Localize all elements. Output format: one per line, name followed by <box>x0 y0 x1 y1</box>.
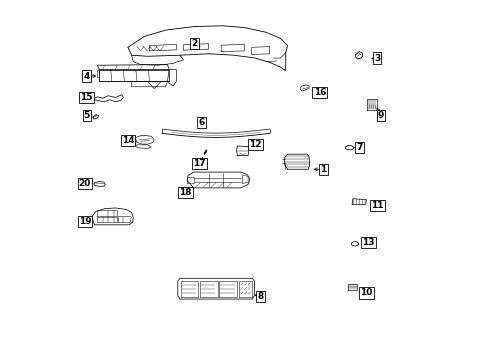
Text: 2: 2 <box>191 39 197 48</box>
Text: 14: 14 <box>122 136 134 145</box>
Text: 1: 1 <box>320 165 326 174</box>
Text: 16: 16 <box>313 87 325 96</box>
Text: 11: 11 <box>370 201 383 210</box>
Text: 13: 13 <box>361 238 374 247</box>
Text: 6: 6 <box>198 118 204 127</box>
Text: 3: 3 <box>373 54 380 63</box>
Text: 19: 19 <box>79 217 91 226</box>
Text: 5: 5 <box>83 111 90 120</box>
Text: 17: 17 <box>193 159 205 168</box>
Text: 4: 4 <box>83 72 90 81</box>
Text: 9: 9 <box>377 111 383 120</box>
Text: 7: 7 <box>355 143 362 152</box>
Text: 10: 10 <box>360 288 372 297</box>
Text: 18: 18 <box>179 188 191 197</box>
Text: 15: 15 <box>81 93 93 102</box>
Text: 12: 12 <box>248 140 261 149</box>
Text: 20: 20 <box>79 179 91 188</box>
Text: 8: 8 <box>257 292 263 301</box>
